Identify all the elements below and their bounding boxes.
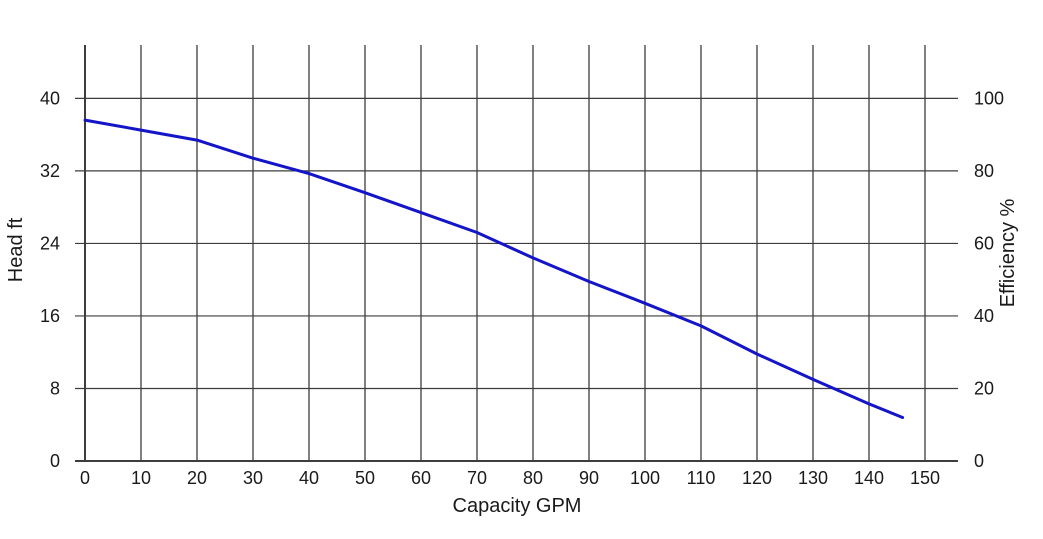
x-tick-label: 140 — [854, 468, 884, 488]
y-left-tick-label: 0 — [50, 451, 60, 471]
x-tick-label: 20 — [187, 468, 207, 488]
y-left-tick-label: 24 — [40, 233, 60, 253]
y-right-axis-title: Efficiency % — [997, 199, 1019, 308]
y-right-tick-label: 20 — [974, 378, 994, 398]
y-right-tick-label: 80 — [974, 161, 994, 181]
x-tick-label: 150 — [910, 468, 940, 488]
y-right-tick-label: 60 — [974, 233, 994, 253]
y-right-tick-label: 0 — [974, 451, 984, 471]
x-tick-label: 80 — [523, 468, 543, 488]
x-tick-label: 130 — [798, 468, 828, 488]
x-tick-label: 10 — [131, 468, 151, 488]
x-tick-label: 0 — [80, 468, 90, 488]
tick-labels: 0 10 20 30 40 50 60 70 80 90 100 110 120 130 140 150 0 8 1… — [40, 88, 1004, 488]
x-tick-label: 110 — [687, 468, 716, 488]
x-tick-label: 90 — [579, 468, 599, 488]
x-tick-label: 100 — [630, 468, 660, 488]
y-right-tick-label: 100 — [974, 88, 1004, 108]
x-tick-label: 40 — [299, 468, 319, 488]
head-capacity-curve — [83, 118, 905, 419]
x-tick-label: 70 — [467, 468, 487, 488]
head-curve-layer — [83, 118, 905, 419]
y-left-tick-label: 16 — [40, 306, 60, 326]
y-left-axis-title: Head ft — [5, 217, 27, 282]
y-left-tick-label: 40 — [40, 88, 60, 108]
y-left-tick-label: 8 — [50, 378, 60, 398]
y-right-tick-label: 40 — [974, 306, 994, 326]
x-tick-label: 60 — [411, 468, 431, 488]
x-tick-label: 30 — [243, 468, 263, 488]
x-tick-label: 50 — [355, 468, 375, 488]
gridlines — [75, 45, 958, 462]
x-axis-title: Capacity GPM — [453, 495, 582, 517]
x-tick-label: 120 — [742, 468, 772, 488]
y-left-tick-label: 32 — [40, 161, 60, 181]
